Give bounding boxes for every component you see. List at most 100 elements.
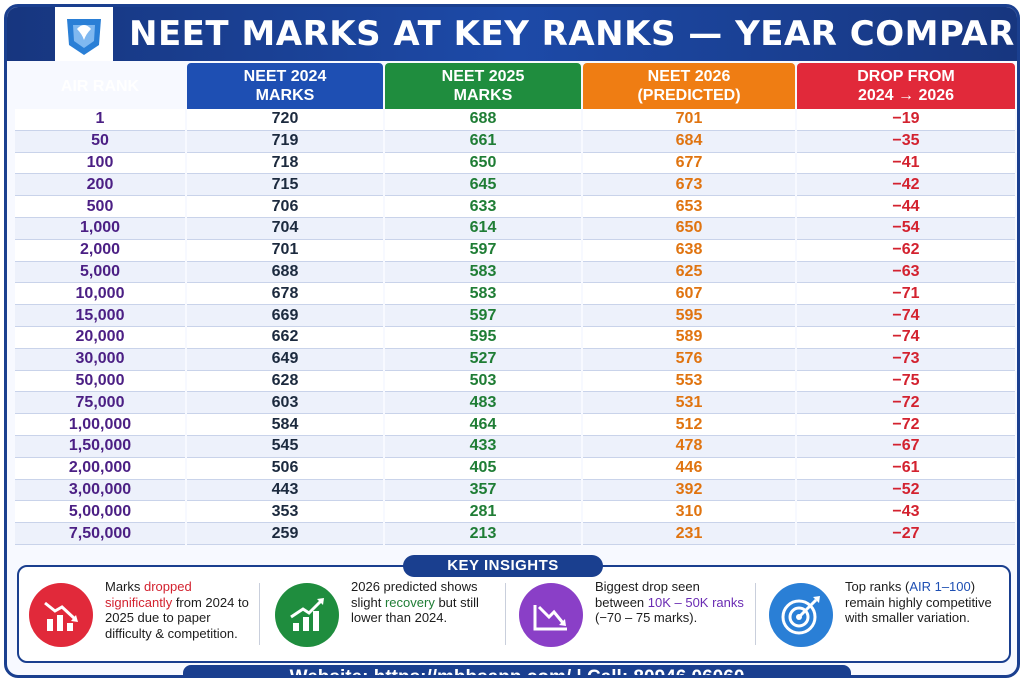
cell-neet-2025: 433 (385, 435, 581, 458)
insight-highlight: recovery (384, 594, 435, 610)
table-row: 200 715 645 673 −42 (15, 174, 1015, 197)
table-row: 1,000 704 614 650 −54 (15, 217, 1015, 240)
cell-neet-2026: 684 (583, 130, 795, 153)
cell-neet-2025: 583 (385, 261, 581, 284)
cell-air-rank: 1,50,000 (15, 435, 185, 458)
cell-drop: −54 (797, 217, 1015, 240)
insight-text: Top ranks (AIR 1–100) remain highly comp… (845, 579, 995, 626)
marks-table: AIR RANK NEET 2024 MARKS NEET 2025 MARKS N… (13, 63, 1017, 545)
table-row: 7,50,000 259 213 231 −27 (15, 523, 1015, 545)
cell-neet-2024: 353 (187, 501, 383, 524)
cell-neet-2025: 357 (385, 479, 581, 502)
cell-air-rank: 2,00,000 (15, 457, 185, 480)
cell-drop: −74 (797, 326, 1015, 349)
cell-neet-2026: 446 (583, 457, 795, 480)
cell-neet-2026: 512 (583, 414, 795, 436)
insight-text-part: (−70 – 75 marks). (595, 610, 698, 625)
cell-neet-2024: 719 (187, 130, 383, 153)
cell-neet-2024: 506 (187, 457, 383, 480)
table-row: 2,000 701 597 638 −62 (15, 239, 1015, 262)
trend-down-arrow-icon (519, 583, 583, 647)
cell-neet-2025: 597 (385, 239, 581, 262)
cell-neet-2025: 483 (385, 392, 581, 415)
insight-text: 2026 predicted shows slight recovery but… (351, 579, 501, 626)
cell-neet-2025: 281 (385, 501, 581, 524)
header-neet-2025: NEET 2025 MARKS (385, 63, 581, 109)
divider (755, 583, 756, 645)
table-row: 75,000 603 483 531 −72 (15, 392, 1015, 415)
cell-drop: −62 (797, 239, 1015, 262)
cell-neet-2024: 443 (187, 479, 383, 502)
logo (55, 7, 113, 61)
insight-text-part: ) remain highly competitive with smaller… (845, 579, 992, 625)
cell-neet-2024: 662 (187, 326, 383, 349)
cell-neet-2026: 392 (583, 479, 795, 502)
table-row: 5,00,000 353 281 310 −43 (15, 501, 1015, 524)
cell-neet-2025: 614 (385, 217, 581, 240)
cell-air-rank: 75,000 (15, 392, 185, 415)
cell-neet-2024: 584 (187, 414, 383, 436)
cell-neet-2025: 583 (385, 283, 581, 306)
cell-neet-2025: 645 (385, 174, 581, 197)
cell-neet-2024: 545 (187, 435, 383, 458)
insights-heading: KEY INSIGHTS (403, 555, 603, 577)
page-title: NEET MARKS AT KEY RANKS — YEAR COMPARISO… (129, 14, 1020, 54)
insight-highlight: AIR 1–100 (909, 579, 971, 594)
cell-neet-2026: 701 (583, 109, 795, 131)
insight-text-part: from 2024 to 2025 due to paper difficult… (105, 594, 249, 641)
insight-text-part: Biggest drop seen between (595, 579, 700, 610)
table-row: 50,000 628 503 553 −75 (15, 370, 1015, 393)
insight-text-part: 2026 predicted shows slight (351, 579, 478, 610)
cell-neet-2025: 595 (385, 326, 581, 349)
cell-neet-2024: 669 (187, 305, 383, 327)
cell-air-rank: 5,000 (15, 261, 185, 284)
cell-neet-2025: 464 (385, 414, 581, 436)
table-row: 30,000 649 527 576 −73 (15, 348, 1015, 371)
table-row: 5,000 688 583 625 −63 (15, 261, 1015, 284)
cell-air-rank: 100 (15, 152, 185, 175)
cell-air-rank: 5,00,000 (15, 501, 185, 524)
cell-drop: −52 (797, 479, 1015, 502)
insight-text-part: Marks (105, 579, 144, 594)
table-row: 15,000 669 597 595 −74 (15, 305, 1015, 327)
cell-neet-2024: 720 (187, 109, 383, 131)
cell-neet-2024: 688 (187, 261, 383, 284)
cell-air-rank: 50,000 (15, 370, 185, 393)
cell-neet-2025: 633 (385, 196, 581, 218)
table-row: 1 720 688 701 −19 (15, 109, 1015, 131)
table-row: 10,000 678 583 607 −71 (15, 283, 1015, 306)
header-neet-2024: NEET 2024 MARKS (187, 63, 383, 109)
cell-drop: −43 (797, 501, 1015, 524)
insight-text-part: Top ranks ( (845, 579, 910, 594)
cell-neet-2026: 231 (583, 523, 795, 545)
cell-neet-2024: 649 (187, 348, 383, 371)
table-header-row: AIR RANK NEET 2024 MARKS NEET 2025 MARKS N… (15, 63, 1015, 109)
cell-drop: −73 (797, 348, 1015, 371)
cell-neet-2026: 310 (583, 501, 795, 524)
contact-footer[interactable]: Website: https://mbbsapp.com/ | Call: 80… (183, 665, 851, 675)
cell-drop: −63 (797, 261, 1015, 284)
insight-highlight: dropped significantly (105, 579, 192, 610)
header-air-rank: AIR RANK (60, 77, 140, 95)
cell-drop: −42 (797, 174, 1015, 197)
cell-air-rank: 200 (15, 174, 185, 197)
divider (505, 583, 506, 645)
cell-drop: −74 (797, 305, 1015, 327)
cell-drop: −27 (797, 523, 1015, 545)
table-row: 20,000 662 595 589 −74 (15, 326, 1015, 349)
cell-neet-2026: 478 (583, 435, 795, 458)
cell-neet-2025: 650 (385, 152, 581, 175)
cell-drop: −35 (797, 130, 1015, 153)
cell-drop: −75 (797, 370, 1015, 393)
insight-text-part: but still lower than 2024. (351, 594, 479, 626)
cell-neet-2026: 553 (583, 370, 795, 393)
table-row: 2,00,000 506 405 446 −61 (15, 457, 1015, 480)
cell-neet-2026: 650 (583, 217, 795, 240)
cell-neet-2026: 653 (583, 196, 795, 218)
cell-neet-2024: 259 (187, 523, 383, 545)
cell-neet-2025: 688 (385, 109, 581, 131)
cell-drop: −19 (797, 109, 1015, 131)
cell-neet-2024: 706 (187, 196, 383, 218)
table-row: 1,50,000 545 433 478 −67 (15, 435, 1015, 458)
cell-air-rank: 500 (15, 196, 185, 218)
